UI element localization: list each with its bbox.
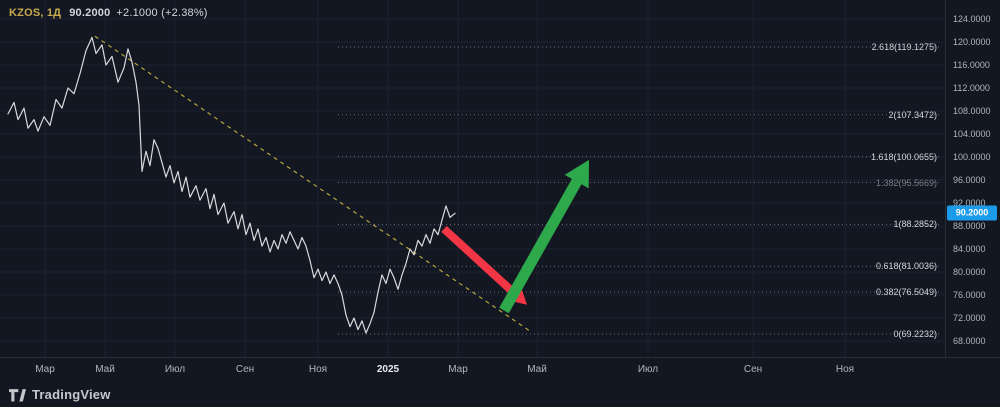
time-axis-label: Ноя	[835, 364, 855, 375]
fib-level-label[interactable]: 0(69.2232)	[893, 329, 937, 339]
price-axis-tick: 84.0000	[953, 244, 986, 254]
tradingview-logo[interactable]: TradingView	[9, 384, 111, 404]
fib-level-label[interactable]: 1.618(100.0655)	[870, 151, 937, 162]
last-price-value: 90.2000	[69, 7, 111, 19]
time-axis-label: 2025	[376, 364, 400, 375]
time-axis[interactable]: Мар Май Июл Сен Ноя 2025 Мар Май Июл Сен Ноя	[0, 358, 1000, 382]
price-axis-tick: 100.0000	[953, 152, 991, 162]
price-axis[interactable]: 124.0000 120.0000 116.0000 112.0000 108.0000…	[946, 0, 1000, 357]
tradingview-logo-text: TradingView	[32, 386, 111, 402]
time-axis-label: Июл	[637, 364, 659, 375]
price-change-value: +2.1000 (+2.38%)	[116, 7, 208, 19]
symbol-title[interactable]: KZOS, 1Д	[9, 7, 62, 19]
bullish-arrow-head[interactable]	[564, 159, 589, 189]
price-axis-tick: 104.0000	[953, 129, 991, 139]
fib-level-label[interactable]: 0.618(81.0036)	[875, 261, 937, 272]
time-axis-label: Июл	[164, 364, 186, 375]
time-axis-label: Май	[527, 364, 547, 375]
tradingview-logo-icon	[9, 388, 26, 401]
bearish-arrow-shaft[interactable]	[441, 225, 516, 295]
bullish-arrow-shaft[interactable]	[499, 178, 582, 314]
chart-pane[interactable]: 2.618(119.1275) 2(107.3472) 1.618(100.0655…	[0, 0, 945, 357]
fib-level-label[interactable]: 1.382(95.5669)	[875, 177, 937, 188]
time-axis-label: Сен	[743, 364, 763, 375]
fib-level-label[interactable]: 2.618(119.1275)	[871, 42, 937, 52]
price-axis-tick: 76.0000	[953, 290, 986, 300]
price-axis-tick: 68.0000	[953, 336, 986, 346]
price-axis-tick: 96.0000	[953, 175, 986, 185]
price-line-series	[7, 36, 456, 334]
time-axis-label: Мар	[448, 364, 468, 375]
time-axis-label: Ноя	[308, 364, 328, 375]
time-axis-label: Май	[95, 364, 115, 375]
price-chart-canvas[interactable]	[0, 0, 945, 357]
price-axis-tick: 72.0000	[953, 313, 986, 323]
time-axis-label: Мар	[35, 364, 55, 375]
symbol-header: KZOS, 1Д 90.2000 +2.1000 (+2.38%)	[9, 7, 208, 19]
price-axis-tick: 116.0000	[953, 60, 990, 70]
price-axis-tick: 80.0000	[953, 267, 986, 277]
fib-level-label[interactable]: 0.382(76.5049)	[875, 287, 937, 298]
price-axis-tick: 92.0000	[953, 198, 986, 208]
price-axis-tick: 112.0000	[953, 83, 990, 93]
last-price-badge: 90.2000	[947, 205, 997, 221]
price-axis-tick: 108.0000	[953, 106, 991, 116]
time-axis-label: Сен	[235, 364, 255, 375]
descending-trendline[interactable]	[94, 35, 533, 333]
price-axis-tick: 124.0000	[953, 14, 991, 24]
time-axis-divider	[0, 357, 1000, 358]
price-axis-tick: 120.0000	[953, 37, 991, 47]
price-axis-divider	[945, 0, 946, 357]
price-axis-tick: 88.0000	[953, 221, 986, 231]
fib-level-label[interactable]: 1(88.2852)	[893, 219, 937, 230]
fib-level-label[interactable]: 2(107.3472)	[888, 109, 937, 120]
